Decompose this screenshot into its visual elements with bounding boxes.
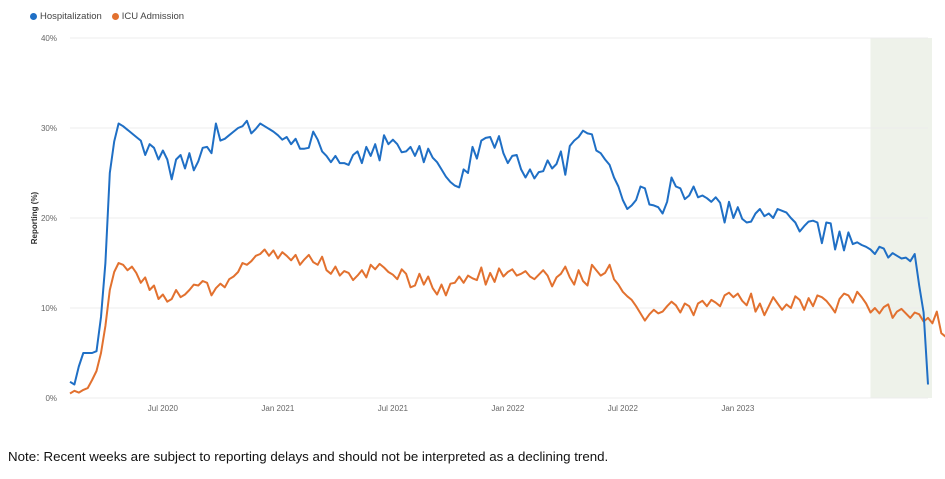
x-tick-label: Jan 2022: [491, 404, 524, 413]
series-line-hospitalization[interactable]: [69, 119, 929, 386]
x-tick-label: Jul 2020: [148, 404, 179, 413]
legend-item-icu[interactable]: ICU Admission: [111, 11, 185, 22]
legend-item-hospitalization[interactable]: Hospitalization: [30, 11, 102, 22]
y-axis-label: Reporting (%): [30, 191, 39, 244]
y-tick-label: 20%: [41, 214, 57, 223]
y-tick-label: 30%: [41, 124, 57, 133]
legend-dot-icu: [111, 13, 119, 20]
chart-legend: Hospitalization ICU Admission: [30, 11, 184, 22]
legend-label-icu: ICU Admission: [121, 11, 185, 22]
legend-label-hospitalization: Hospitalization: [40, 11, 102, 22]
y-tick-label: 0%: [45, 394, 57, 403]
footnote-text: Note: Recent weeks are subject to report…: [8, 449, 609, 464]
x-tick-label: Jan 2021: [261, 404, 294, 413]
legend-dot-hospitalization: [30, 13, 37, 20]
y-tick-label: 10%: [41, 304, 57, 313]
x-tick-label: Jan 2023: [721, 404, 754, 413]
series-line-icu-admission[interactable]: [69, 248, 945, 395]
y-tick-label: 40%: [41, 34, 57, 43]
reporting-line-chart: 0% 10% 20% 30% 40% Jul 2020 Jan 2021 Jul 2021 J…: [30, 34, 945, 413]
x-tick-label: Jul 2022: [608, 404, 639, 413]
x-tick-label: Jul 2021: [378, 404, 409, 413]
